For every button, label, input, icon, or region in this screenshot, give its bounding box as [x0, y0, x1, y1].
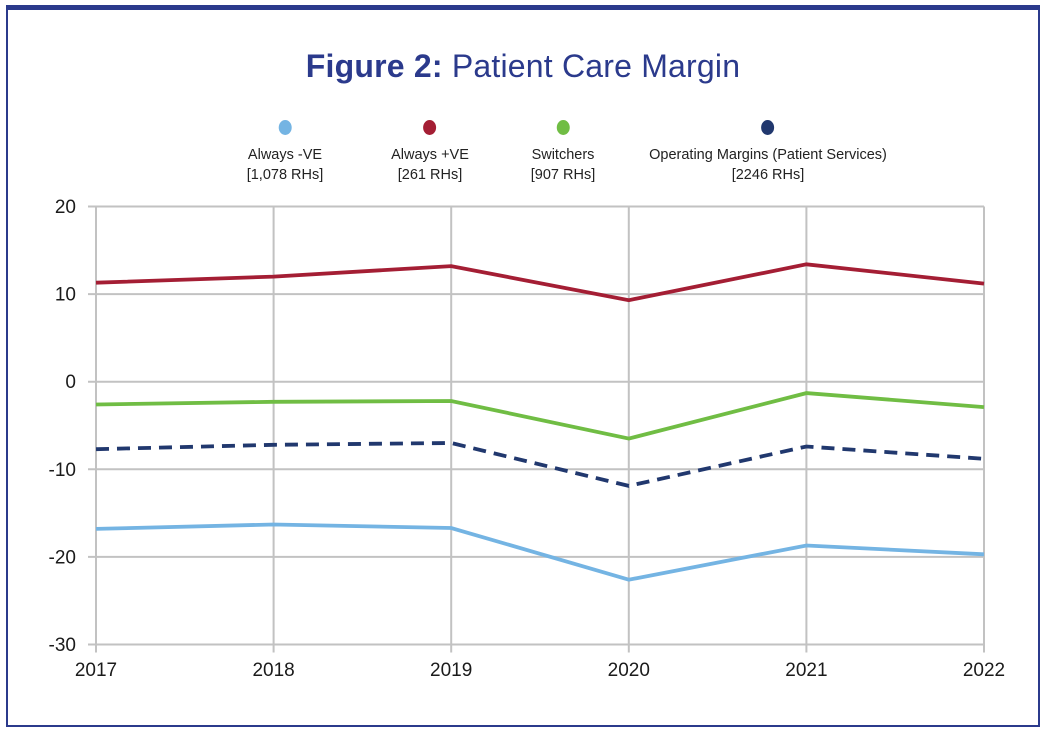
- figure-title-number: Figure 2:: [305, 48, 443, 84]
- x-axis-label: 2021: [785, 660, 827, 681]
- y-axis-label: 20: [55, 197, 76, 218]
- legend-count: [2246 RHs]: [731, 166, 805, 183]
- x-axis-label: 2018: [252, 660, 294, 681]
- x-axis-label: 2022: [963, 660, 1005, 681]
- x-axis-label: 2017: [75, 660, 117, 681]
- series-line-always-ve: [95, 262, 985, 303]
- y-axis-label: 10: [55, 285, 76, 306]
- legend-item-switchers: Switchers [907 RHs]: [531, 120, 595, 185]
- legend-count: [261 RHs]: [397, 166, 463, 183]
- figure-title-text: Patient Care Margin: [442, 48, 741, 84]
- legend-count: [907 RHs]: [530, 166, 596, 183]
- series-line-switchers: [95, 391, 985, 441]
- figure-border-frame: Figure 2: Patient Care Margin: [6, 5, 1040, 727]
- legend-item-operating-margins: Operating Margins (Patient Services) [22…: [649, 120, 887, 185]
- y-axis-label: -10: [49, 460, 76, 481]
- y-axis-label: -20: [49, 547, 76, 568]
- figure-title: Figure 2: Patient Care Margin: [8, 48, 1038, 85]
- y-axis-label: 0: [65, 372, 76, 393]
- x-axis-label: 2020: [608, 660, 650, 681]
- legend-dot-operating-margins-icon: [761, 120, 775, 135]
- legend-dot-always-positive-icon: [423, 120, 437, 135]
- legend-item-always-positive: Always +VE [261 RHs]: [391, 120, 469, 185]
- legend-dot-always-negative-icon: [278, 120, 292, 135]
- series-line-operating-margins-patient-services-: [95, 441, 985, 488]
- legend-label: Always -VE: [247, 147, 323, 163]
- x-axis-label: 2019: [430, 660, 472, 681]
- y-axis-label: -30: [49, 635, 76, 656]
- legend-label: Switchers: [531, 147, 595, 163]
- legend-count: [1,078 RHs]: [246, 166, 324, 183]
- legend-item-always-negative: Always -VE [1,078 RHs]: [246, 120, 324, 185]
- series-line-always-ve: [95, 522, 985, 582]
- legend-label: Operating Margins (Patient Services): [649, 147, 887, 163]
- legend-dot-switchers-icon: [556, 120, 570, 135]
- legend-label: Always +VE: [391, 147, 469, 163]
